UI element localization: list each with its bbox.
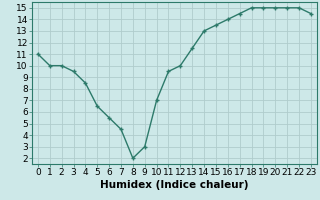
X-axis label: Humidex (Indice chaleur): Humidex (Indice chaleur) — [100, 180, 249, 190]
